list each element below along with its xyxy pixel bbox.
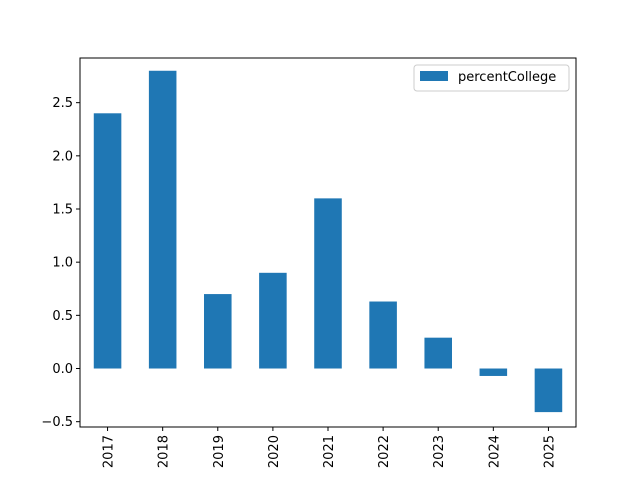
bar-2019 — [204, 294, 232, 369]
legend-box — [413, 64, 570, 92]
bar-2017 — [93, 113, 122, 369]
bar-2022 — [369, 301, 397, 369]
y-tick-label: 1.0 — [52, 256, 73, 271]
bar-2020 — [259, 272, 287, 369]
bar-2023 — [424, 337, 452, 369]
bar-2018 — [148, 70, 177, 369]
x-tick-label: 2021 — [322, 435, 337, 468]
x-tick-label: 2019 — [212, 435, 227, 468]
x-tick-label: 2025 — [542, 435, 557, 468]
x-tick-label: 2024 — [487, 435, 502, 468]
legend-label: percentCollege — [458, 70, 556, 85]
plot-frame — [79, 57, 577, 428]
x-tick-label: 2023 — [432, 435, 447, 468]
bar-2025 — [534, 368, 563, 413]
x-tick-label: 2020 — [267, 435, 282, 468]
x-tick-label: 2018 — [157, 435, 172, 468]
bar-2021 — [314, 198, 342, 369]
y-tick-label: −0.5 — [41, 415, 73, 430]
y-axis: −0.5 0.0 0.5 1.0 1.5 2.0 2.5 — [41, 96, 80, 430]
y-tick-label: 0.0 — [52, 362, 73, 377]
x-tick-label: 2022 — [377, 435, 392, 468]
y-tick-label: 2.5 — [52, 96, 73, 111]
bar-2024 — [479, 368, 508, 376]
x-tick-label: 2017 — [102, 435, 117, 468]
legend-swatch — [420, 71, 448, 81]
x-axis: 2017 2018 2019 2020 2021 2022 2023 2024 2025 — [102, 427, 557, 468]
y-tick-label: 0.5 — [52, 309, 73, 324]
bars-group — [93, 70, 563, 413]
y-tick-label: 2.0 — [52, 149, 73, 164]
legend: percentCollege — [413, 64, 570, 92]
y-tick-label: 1.5 — [52, 203, 73, 218]
